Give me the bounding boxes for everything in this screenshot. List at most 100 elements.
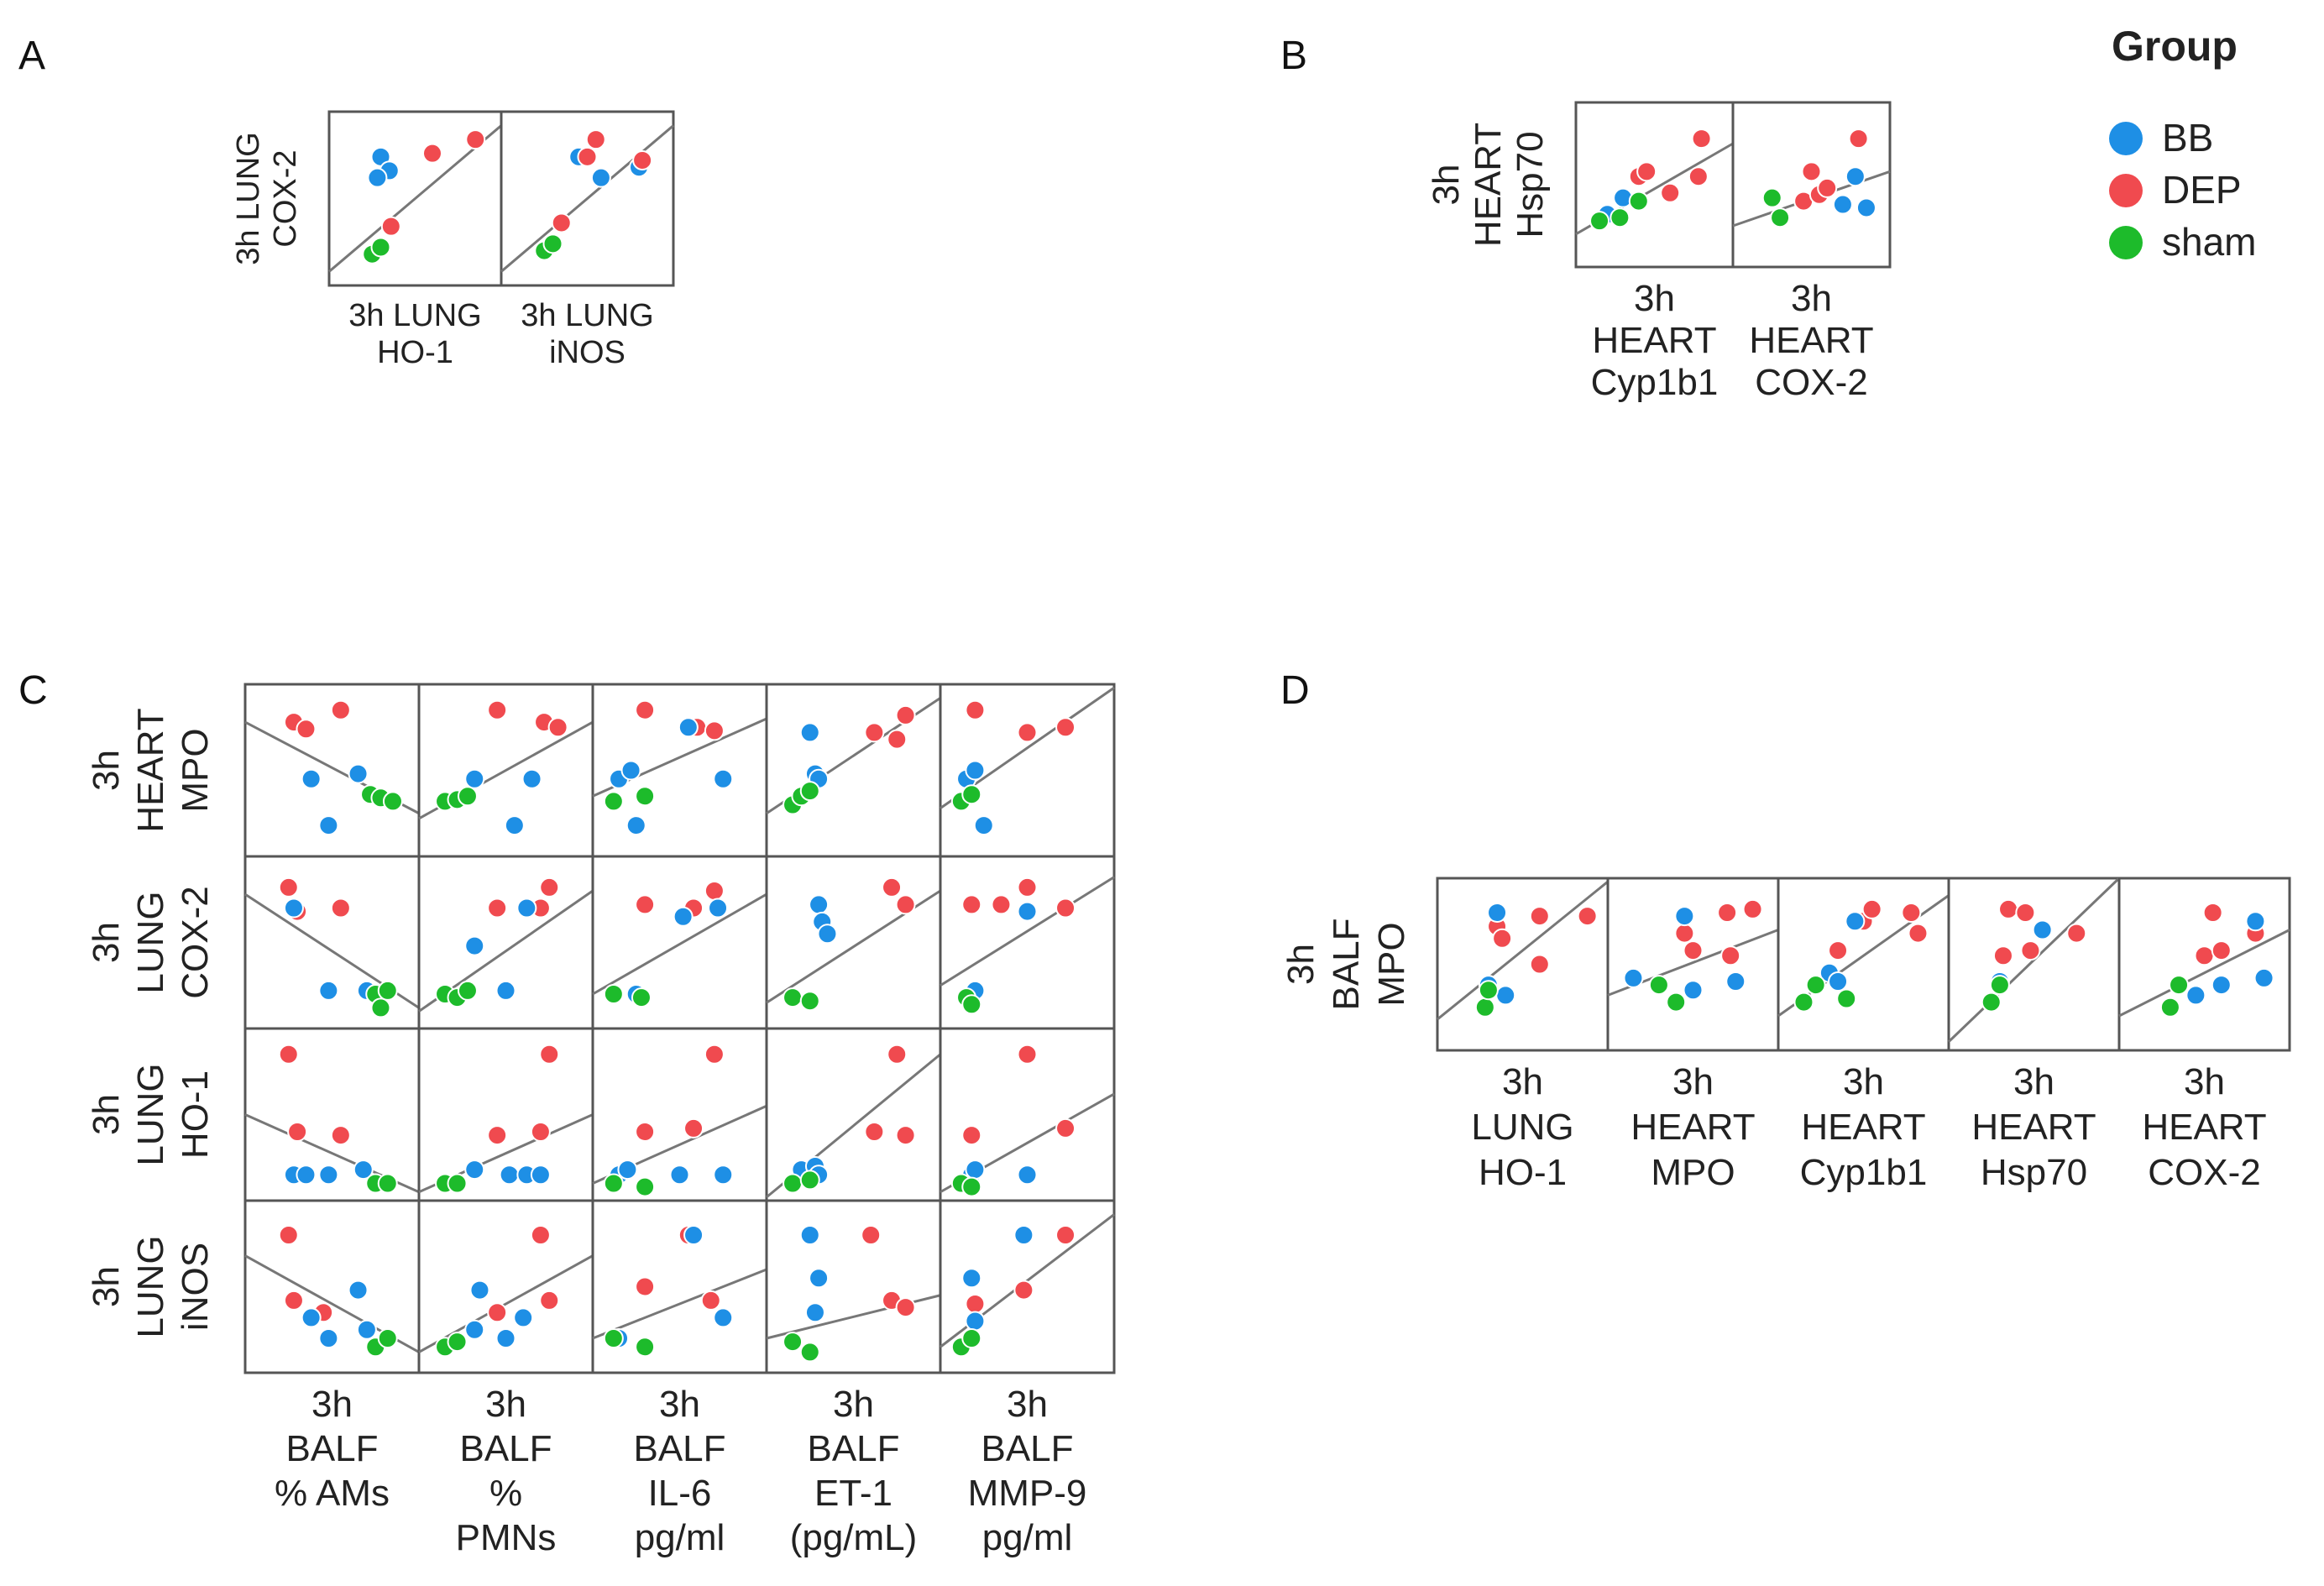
column-label-b-1-line-0: 3h <box>1791 278 1832 319</box>
column-label-b-0-line-0: 3h <box>1634 278 1675 319</box>
point-bb <box>2253 967 2274 988</box>
row-label-c-0-line-1: HEART <box>130 708 171 832</box>
point-dep <box>278 877 299 898</box>
column-label-c-4-line-3: pg/ml <box>982 1517 1073 1558</box>
point-dep <box>887 729 908 750</box>
point-bb <box>356 1319 377 1340</box>
point-bb <box>683 1225 704 1245</box>
cell-c-r2-c4 <box>939 1027 1116 1202</box>
point-dep <box>422 143 442 164</box>
point-bb <box>1725 971 1746 992</box>
point-dep <box>1492 928 1513 949</box>
point-dep <box>1717 903 1738 923</box>
cell-c-r1-c3 <box>765 855 942 1030</box>
column-label-b-0-line-1: HEART <box>1592 320 1716 361</box>
cell-d-r0-c0 <box>1436 877 1610 1052</box>
point-sham <box>1648 975 1669 996</box>
point-bb <box>495 1328 516 1348</box>
point-sham <box>370 237 391 258</box>
point-bb <box>713 768 734 789</box>
row-label-c-2-line-1: LUNG <box>130 1063 171 1165</box>
point-bb <box>965 760 986 781</box>
point-bb <box>513 1307 534 1328</box>
legend-item-bb: BB <box>2109 116 2213 160</box>
cell-c-r2-c3 <box>765 1027 942 1202</box>
cell-b-r0-c0 <box>1574 101 1735 269</box>
column-label-d-4-line-0: 3h <box>2184 1061 2225 1102</box>
point-sham <box>799 1342 820 1363</box>
column-label-c-3-line-2: ET-1 <box>814 1473 892 1514</box>
cell-frame <box>765 683 942 858</box>
point-bb <box>2185 985 2206 1006</box>
point-dep <box>2202 903 2223 923</box>
point-bb <box>708 898 729 919</box>
point-dep <box>1742 898 1763 919</box>
point-bb <box>1845 911 1866 932</box>
column-label-d-0-line-1: LUNG <box>1471 1107 1573 1148</box>
column-label-d-3-line-2: Hsp70 <box>1981 1152 2087 1193</box>
point-dep <box>487 898 508 919</box>
point-bb <box>1017 901 1038 922</box>
point-bb <box>2211 975 2232 996</box>
row-label-a-0-line-1: COX-2 <box>268 149 303 247</box>
point-dep <box>2015 903 2036 923</box>
point-dep <box>539 877 560 898</box>
point-sham <box>635 1176 656 1197</box>
cell-a-r0-c1 <box>500 110 675 287</box>
row-label-d-0-line-0: 3h <box>1280 944 1322 985</box>
row-label-c-3-line-0: 3h <box>86 1266 127 1307</box>
point-bb <box>1623 967 1644 988</box>
column-label-d-0-line-0: 3h <box>1502 1061 1543 1102</box>
row-label-c-2-line-2: HO-1 <box>175 1070 216 1159</box>
fit-line <box>418 1254 594 1353</box>
cell-c-r3-c2 <box>591 1199 768 1374</box>
point-dep <box>539 1290 560 1311</box>
column-label-a-1-line-1: iNOS <box>549 335 625 370</box>
point-bb <box>799 722 820 743</box>
fit-line <box>500 124 674 273</box>
point-sham <box>783 987 803 1008</box>
legend-marker-dep <box>2109 174 2143 207</box>
column-label-a-0-line-1: HO-1 <box>377 335 453 370</box>
point-bb <box>348 1280 369 1301</box>
point-dep <box>700 1290 721 1311</box>
cell-b-r0-c1 <box>1731 101 1892 269</box>
point-dep <box>530 1225 551 1245</box>
legend-label-sham: sham <box>2162 220 2256 264</box>
panel-label-d: D <box>1280 668 1310 713</box>
cell-frame <box>1436 877 1610 1052</box>
point-dep <box>1055 1118 1076 1138</box>
point-sham <box>377 1328 398 1348</box>
point-dep <box>635 1122 656 1142</box>
point-bb <box>1495 985 1516 1006</box>
point-bb <box>353 1159 374 1180</box>
point-dep <box>487 1302 508 1323</box>
point-dep <box>2020 940 2041 961</box>
column-label-b-0-line-2: Cyp1b1 <box>1591 362 1719 403</box>
point-dep <box>1998 898 2019 919</box>
fit-line <box>940 876 1115 987</box>
point-sham <box>457 786 478 807</box>
point-sham <box>1805 975 1826 996</box>
legend-item-sham: sham <box>2109 220 2256 264</box>
point-bb <box>965 1159 986 1180</box>
point-bb <box>799 1225 820 1245</box>
cell-c-r3-c0 <box>243 1199 421 1374</box>
point-bb <box>713 1307 734 1328</box>
point-sham <box>1474 997 1495 1018</box>
point-bb <box>367 167 388 188</box>
panel-label-b: B <box>1280 34 1307 78</box>
point-sham <box>1793 992 1814 1013</box>
point-sham <box>377 980 398 1001</box>
point-dep <box>296 719 317 740</box>
point-bb <box>1845 166 1866 187</box>
point-bb <box>2032 919 2053 940</box>
point-dep <box>330 1125 351 1146</box>
point-bb <box>469 1280 490 1301</box>
column-label-c-3-line-1: BALF <box>807 1428 899 1469</box>
row-label-a-0-line-0: 3h LUNG <box>231 132 266 264</box>
cell-d-r0-c4 <box>2117 877 2291 1052</box>
point-sham <box>542 233 563 254</box>
